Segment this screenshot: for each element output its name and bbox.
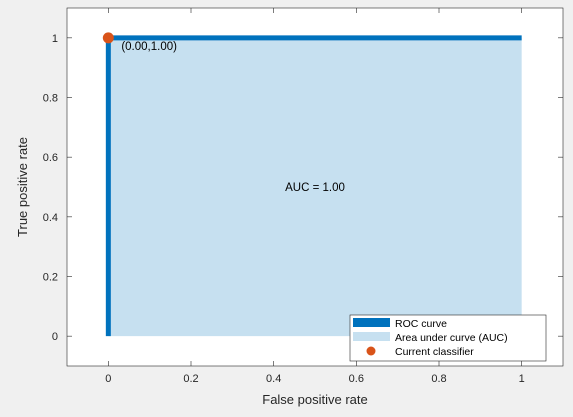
y-tick-label: 0.4: [43, 212, 58, 224]
classifier-point-label: (0.00,1.00): [121, 41, 177, 53]
legend-swatch-roc: [353, 318, 390, 327]
axis-ticks: 0 0.2 0.4 0.6 0.8 1 0 0.2 0.4 0.6 0.8 1: [43, 8, 563, 385]
annotations: (0.00,1.00) AUC = 1.00: [121, 41, 345, 194]
legend-swatch-auc: [353, 332, 390, 341]
legend-label-roc: ROC curve: [395, 318, 447, 330]
plot-frame: [66, 7, 564, 367]
current-classifier-point: [102, 32, 114, 44]
auc-area: [108, 37, 522, 337]
y-tick-label: 0.6: [43, 152, 58, 164]
y-tick-label: 1: [52, 33, 58, 45]
y-tick-label: 0.8: [43, 93, 58, 105]
x-tick-label: 1: [519, 373, 525, 385]
y-tick-label: 0.2: [43, 272, 58, 284]
x-tick-label: 0.4: [266, 373, 281, 385]
x-tick-label: 0.6: [349, 373, 364, 385]
x-axis-label: False positive rate: [262, 392, 368, 407]
x-tick-label: 0: [105, 373, 111, 385]
legend-label-classifier: Current classifier: [395, 346, 474, 358]
legend-swatch-classifier: [366, 346, 376, 356]
y-tick-label: 0: [52, 331, 58, 343]
x-tick-label: 0.8: [431, 373, 446, 385]
legend: ROC curve Area under curve (AUC) Current c…: [349, 314, 547, 362]
x-tick-label: 0.2: [183, 373, 198, 385]
y-axis-label: True positive rate: [15, 137, 30, 237]
classifier-point-layer: [102, 32, 114, 44]
legend-label-auc: Area under curve (AUC): [395, 332, 508, 344]
auc-value-label: AUC = 1.00: [285, 182, 345, 194]
auc-area-layer: [108, 37, 522, 337]
